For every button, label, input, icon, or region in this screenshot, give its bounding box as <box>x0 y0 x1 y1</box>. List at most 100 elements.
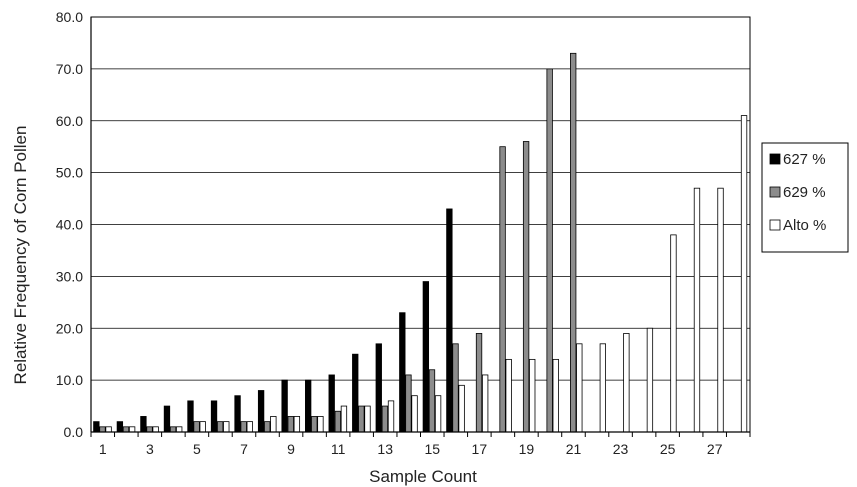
bar-alto-9 <box>293 416 301 433</box>
y-axis-title: Relative Frequency of Corn Pollen <box>11 126 30 385</box>
bar-627-15 <box>422 281 430 433</box>
y-tick-label: 20.0 <box>56 320 83 336</box>
bar-627-5 <box>187 400 194 433</box>
x-tick-label: 5 <box>193 441 201 457</box>
bar-627-4 <box>163 405 171 433</box>
y-tick-label: 70.0 <box>56 61 83 77</box>
x-tick-label: 3 <box>146 441 154 457</box>
bar-627-8 <box>257 390 265 433</box>
x-tick-label: 13 <box>377 441 393 457</box>
bar-alto-1 <box>105 426 112 433</box>
bar-629-18 <box>499 146 506 433</box>
bar-629-12 <box>358 405 365 433</box>
legend-swatch <box>769 186 781 198</box>
bar-627-2 <box>116 421 124 433</box>
bar-627-12 <box>352 353 359 433</box>
x-tick-label: 17 <box>472 441 488 457</box>
x-tick-label: 9 <box>287 441 295 457</box>
axes <box>90 17 751 437</box>
x-tick-label: 15 <box>424 441 440 457</box>
bar-627-10 <box>305 379 312 433</box>
bar-627-13 <box>375 343 382 433</box>
bar-alto-21 <box>576 343 583 433</box>
x-tick-label: 19 <box>519 441 535 457</box>
bar-629-5 <box>193 421 200 433</box>
bar-627-14 <box>399 312 406 433</box>
bar-629-1 <box>99 426 106 433</box>
bar-alto-18 <box>505 358 512 433</box>
x-tick-label: 23 <box>613 441 629 457</box>
legend-swatch <box>769 153 781 165</box>
bar-627-1 <box>93 421 100 433</box>
bar-629-10 <box>311 416 318 433</box>
bar-alto-6 <box>223 421 230 433</box>
legend-label: Alto % <box>783 217 826 234</box>
bar-627-9 <box>281 379 288 433</box>
gridlines <box>90 16 751 433</box>
x-tick-label: 7 <box>240 441 248 457</box>
y-tick-label: 30.0 <box>56 268 83 284</box>
x-tick-labels: 1 3 5 7 9 11 13 15 17 19 21 23 25 27 <box>99 441 723 457</box>
x-axis-title: Sample Count <box>369 467 477 486</box>
bar-alto-26 <box>693 187 701 433</box>
bar-alto-3 <box>152 426 159 433</box>
bar-629-3 <box>146 426 153 433</box>
bar-627-16 <box>446 208 453 433</box>
bar-alto-8 <box>270 416 277 433</box>
bar-627-11 <box>328 374 335 433</box>
bar-alto-25 <box>670 234 677 433</box>
bar-629-20 <box>546 68 553 433</box>
bar-alto-5 <box>199 421 206 433</box>
bar-alto-13 <box>387 400 395 433</box>
bar-alto-12 <box>364 405 371 433</box>
bar-629-4 <box>169 426 177 433</box>
x-tick-label: 27 <box>707 441 723 457</box>
bar-629-19 <box>522 141 530 433</box>
bar-alto-16 <box>458 384 465 433</box>
bar-629-17 <box>475 333 483 433</box>
bar-alto-2 <box>128 426 136 433</box>
bar-629-13 <box>381 405 389 433</box>
y-tick-labels: 0.0 10.0 20.0 30.0 40.0 50.0 60.0 70.0 80.0 <box>56 9 83 440</box>
bar-alto-23 <box>623 333 630 433</box>
y-tick-label: 10.0 <box>56 372 83 388</box>
bar-629-16 <box>452 343 459 433</box>
bar-alto-20 <box>552 358 559 433</box>
bar-629-21 <box>570 52 577 433</box>
legend: 627 % 629 % Alto % <box>761 142 849 253</box>
x-tick-label: 11 <box>331 441 346 457</box>
bar-alto-10 <box>317 416 324 433</box>
bar-629-11 <box>334 410 341 433</box>
bar-alto-7 <box>246 421 253 433</box>
y-tick-label: 80.0 <box>56 9 83 25</box>
bar-alto-15 <box>434 395 442 433</box>
bar-629-2 <box>122 426 130 433</box>
bar-627-7 <box>234 395 241 433</box>
bar-alto-17 <box>481 374 489 433</box>
bar-629-7 <box>240 421 247 433</box>
bar-629-8 <box>264 421 271 433</box>
bar-alto-4 <box>176 426 183 433</box>
x-tick-label: 25 <box>660 441 676 457</box>
y-tick-label: 0.0 <box>64 424 84 440</box>
legend-label: 627 % <box>783 151 826 168</box>
bar-629-14 <box>405 374 412 433</box>
bar-627-3 <box>140 416 147 433</box>
bar-629-15 <box>428 369 436 433</box>
bar-629-9 <box>287 416 294 433</box>
y-tick-label: 60.0 <box>56 113 83 129</box>
bar-alto-28 <box>740 115 748 433</box>
y-tick-label: 50.0 <box>56 165 83 181</box>
bar-629-6 <box>216 421 224 433</box>
bar-alto-27 <box>717 187 724 433</box>
bar-627-6 <box>210 400 218 433</box>
bar-alto-14 <box>411 395 418 433</box>
legend-swatch <box>769 219 781 231</box>
x-tick-label: 21 <box>566 441 582 457</box>
bar-alto-19 <box>529 358 536 433</box>
bar-alto-24 <box>646 327 654 433</box>
y-tick-label: 40.0 <box>56 217 83 233</box>
bar-alto-11 <box>340 405 348 433</box>
x-tick-label: 1 <box>99 441 107 457</box>
